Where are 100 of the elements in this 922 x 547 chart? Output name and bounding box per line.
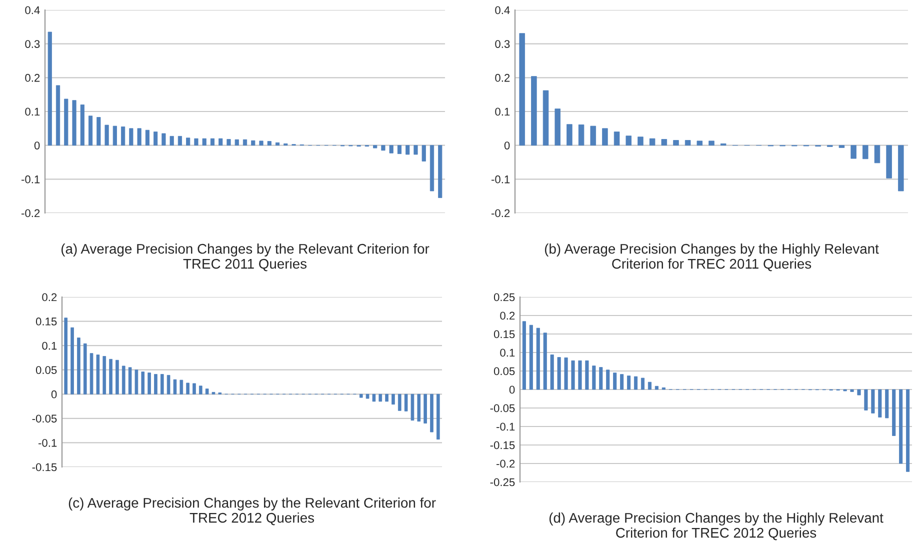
bar bbox=[649, 138, 656, 146]
bar bbox=[862, 145, 868, 160]
bar bbox=[173, 379, 177, 394]
y-tick-label: -0.1 bbox=[491, 175, 510, 184]
bar bbox=[205, 388, 209, 394]
bar bbox=[389, 145, 394, 154]
bar bbox=[251, 140, 256, 146]
bar bbox=[590, 126, 596, 146]
bar bbox=[602, 128, 608, 146]
bar bbox=[892, 389, 896, 436]
bar bbox=[70, 327, 74, 394]
bar bbox=[194, 138, 198, 146]
y-tick-label: 0.1 bbox=[42, 342, 57, 350]
bar bbox=[186, 382, 190, 394]
y-tick-label: 0.2 bbox=[25, 74, 40, 82]
y-tick-label: 0.05 bbox=[36, 366, 57, 374]
bar bbox=[366, 394, 370, 399]
x-axis-title: (b) Average Precision Changes by the Highly Relevant Criterion for TREC 2011 Queries bbox=[544, 244, 879, 272]
y-tick-label: 0 bbox=[51, 390, 57, 398]
bar bbox=[88, 116, 93, 146]
bar bbox=[838, 145, 845, 148]
bar bbox=[406, 145, 410, 155]
bar bbox=[571, 360, 575, 390]
bar bbox=[578, 124, 584, 146]
bar bbox=[613, 372, 617, 390]
bar bbox=[606, 370, 610, 390]
bar bbox=[414, 145, 418, 155]
bar bbox=[684, 140, 691, 146]
bar bbox=[536, 328, 540, 390]
y-tick-label: -0.25 bbox=[490, 478, 515, 486]
bar bbox=[410, 394, 414, 421]
bar bbox=[430, 394, 434, 432]
y-tick-label: 0.2 bbox=[42, 293, 57, 302]
bar bbox=[654, 386, 658, 390]
bar bbox=[422, 145, 426, 162]
bar bbox=[267, 141, 272, 146]
y-tick-label: 0.2 bbox=[500, 312, 515, 320]
y-tick-label: 0.1 bbox=[500, 348, 515, 357]
y-tick-label: 0.4 bbox=[495, 6, 510, 14]
bar bbox=[112, 126, 117, 146]
bar bbox=[154, 374, 158, 394]
y-tick-label: -0.2 bbox=[21, 209, 40, 218]
y-tick-label: 0 bbox=[34, 142, 40, 150]
bar bbox=[620, 374, 624, 390]
bar bbox=[886, 145, 892, 178]
bar bbox=[148, 372, 151, 394]
bar bbox=[80, 104, 84, 146]
y-tick-label: -0.15 bbox=[490, 441, 515, 450]
bar bbox=[871, 389, 875, 414]
y-tick-label: 0.4 bbox=[25, 6, 40, 14]
bar bbox=[48, 32, 52, 146]
bar bbox=[398, 394, 402, 411]
bar bbox=[640, 378, 645, 390]
y-tick-label: -0.05 bbox=[490, 404, 515, 412]
bar bbox=[141, 372, 145, 394]
bar bbox=[116, 360, 119, 394]
bar bbox=[564, 357, 568, 390]
bar bbox=[178, 136, 182, 146]
bar bbox=[96, 354, 100, 394]
y-tick-label: -0.1 bbox=[21, 175, 40, 184]
bar bbox=[192, 383, 196, 394]
bar bbox=[566, 124, 572, 146]
bar bbox=[64, 98, 68, 146]
bar bbox=[906, 389, 910, 472]
bar bbox=[128, 367, 132, 394]
bar bbox=[634, 376, 638, 390]
y-tick-label: 0.2 bbox=[495, 74, 510, 82]
bar bbox=[202, 138, 206, 146]
bar bbox=[857, 389, 861, 396]
bar bbox=[878, 389, 882, 418]
x-axis-title: (c) Average Precision Changes by the Relevant Criterion for TREC 2012 Queries bbox=[68, 498, 436, 526]
bar bbox=[359, 394, 363, 398]
bar bbox=[210, 138, 215, 146]
bar bbox=[850, 389, 854, 392]
bar bbox=[430, 145, 434, 192]
bar bbox=[424, 394, 427, 424]
bar bbox=[874, 145, 880, 164]
y-tick-label: 0.15 bbox=[494, 330, 515, 338]
y-tick-label: 0.25 bbox=[494, 293, 515, 302]
bar bbox=[864, 389, 868, 410]
bar bbox=[180, 380, 184, 394]
bar bbox=[626, 136, 632, 146]
bar bbox=[160, 374, 164, 394]
y-tick-label: 0 bbox=[504, 142, 510, 150]
y-tick-label: 0.15 bbox=[36, 318, 57, 326]
bar bbox=[519, 33, 525, 146]
bar bbox=[186, 138, 190, 146]
bar bbox=[145, 130, 150, 146]
bar bbox=[259, 140, 264, 146]
bar bbox=[102, 356, 106, 394]
bar bbox=[109, 358, 112, 394]
y-tick-label: 0 bbox=[509, 386, 515, 394]
y-tick-label: 0.05 bbox=[494, 367, 515, 376]
bar bbox=[648, 382, 652, 390]
bar bbox=[242, 139, 248, 146]
bar bbox=[378, 394, 382, 402]
bar bbox=[381, 145, 386, 151]
bar bbox=[96, 117, 101, 146]
bar bbox=[392, 394, 395, 405]
bar bbox=[121, 126, 126, 146]
